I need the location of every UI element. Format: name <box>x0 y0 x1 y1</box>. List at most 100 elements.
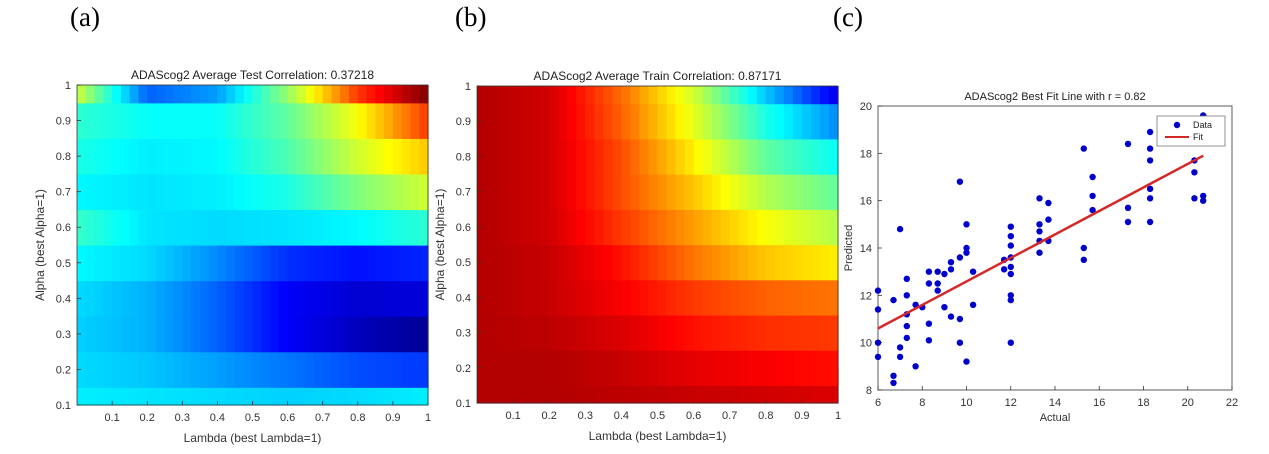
heatmap-cell <box>191 85 201 104</box>
heatmap-cell <box>639 244 650 281</box>
heatmap-cell <box>331 245 341 282</box>
heatmap-cell <box>138 209 148 246</box>
heatmap-cell <box>720 244 731 281</box>
heatmap-cell <box>585 138 595 175</box>
heatmap-cell <box>621 350 632 386</box>
heatmap-cell <box>801 244 812 281</box>
heatmap-cell <box>585 103 595 140</box>
data-point <box>956 254 964 261</box>
heatmap-cell <box>612 174 622 210</box>
heatmap-cell <box>729 314 740 351</box>
heatmap-cell <box>401 138 412 175</box>
heatmap-cell <box>801 279 812 316</box>
heatmap-cell <box>129 173 140 211</box>
heatmap-cell <box>720 350 731 386</box>
heatmap-cell <box>173 85 183 104</box>
heatmap-cell <box>103 173 113 211</box>
heatmap-cell <box>828 350 839 386</box>
heatmap-cell <box>765 209 776 246</box>
heatmap-cell <box>792 209 803 246</box>
heatmap-cell <box>173 245 183 282</box>
heatmap-cell <box>666 350 677 386</box>
heatmap-cell <box>621 138 632 175</box>
data-point <box>874 339 882 346</box>
heatmap-cell <box>94 102 104 139</box>
heatmap-cell <box>164 173 175 211</box>
data-point <box>947 313 955 320</box>
heatmap-cell <box>630 244 641 281</box>
heatmap-cell <box>621 244 632 281</box>
data-point <box>1007 263 1014 271</box>
heatmap-cell <box>531 244 541 281</box>
heatmap-cell <box>252 316 262 353</box>
heatmap-cell <box>504 174 514 210</box>
heatmap-cell <box>94 351 104 388</box>
x-tick-label: 16 <box>1093 397 1105 409</box>
heatmap-cell <box>504 314 514 351</box>
heatmap-cell <box>278 209 289 246</box>
heatmap-cell <box>243 245 254 282</box>
heatmap-cell <box>375 351 385 388</box>
heatmap-cell <box>522 174 532 210</box>
heatmap-cell <box>477 103 487 140</box>
heatmap-cell <box>486 138 496 175</box>
heatmap-cell <box>702 279 713 316</box>
heatmap-cell <box>138 173 148 211</box>
heatmap-cell <box>513 314 523 351</box>
heatmap-cell <box>738 138 749 175</box>
heatmap-cell <box>720 279 731 316</box>
heatmap-cell <box>684 174 695 210</box>
data-point <box>1080 256 1088 263</box>
x-tick-label: 14 <box>1049 397 1061 409</box>
heatmap-cell <box>331 173 341 211</box>
heatmap-cell <box>375 102 385 139</box>
heatmap-cell <box>648 244 659 281</box>
y-tick-label: 1 <box>65 80 71 92</box>
heatmap-cell <box>340 245 350 282</box>
heatmap-cell <box>666 279 677 316</box>
y-tick-label: 0.1 <box>56 400 71 412</box>
heatmap-cell <box>693 138 704 175</box>
heatmap-cell <box>155 102 166 139</box>
heatmap-cell <box>85 173 96 211</box>
heatmap-cell <box>702 244 713 281</box>
heatmap-cell <box>756 209 767 246</box>
heatmap-cell <box>486 103 496 140</box>
heatmap-cell <box>675 86 686 105</box>
data-point <box>1000 266 1008 273</box>
heatmap-cell <box>711 103 722 140</box>
heatmap-cell <box>756 103 767 140</box>
heatmap-cell <box>585 209 595 246</box>
heatmap-cell <box>155 209 166 246</box>
heatmap-cell <box>630 174 641 210</box>
heatmap-cell <box>305 85 315 104</box>
data-point <box>890 372 897 379</box>
heatmap-cell <box>208 138 219 175</box>
x-axis-label: Actual <box>1040 412 1071 424</box>
heatmap-cell <box>576 209 586 246</box>
heatmap-cell <box>375 85 385 104</box>
heatmap-cell <box>270 85 280 104</box>
heatmap-cell <box>147 85 157 104</box>
heatmap-cell <box>357 209 368 246</box>
heatmap-cell <box>576 174 586 210</box>
heatmap-cell <box>684 314 695 351</box>
data-point <box>963 244 970 252</box>
heatmap-cell <box>349 102 359 139</box>
heatmap-cell <box>410 209 420 246</box>
heatmap-cell <box>675 138 686 175</box>
heatmap-cell <box>567 103 577 140</box>
heatmap-cell <box>486 314 496 351</box>
heatmap-cell <box>278 102 289 139</box>
heatmap-cell <box>305 245 315 282</box>
heatmap-cell <box>357 351 368 388</box>
heatmap-cell <box>85 245 96 282</box>
heatmap-cell <box>603 279 613 316</box>
heatmap-cell <box>384 351 394 388</box>
heatmap-cell <box>419 209 429 246</box>
heatmap-cell <box>252 138 262 175</box>
heatmap-cell <box>305 351 315 388</box>
heatmap-cell <box>567 244 577 281</box>
heatmap-cell <box>419 173 429 211</box>
heatmap-cell <box>305 209 315 246</box>
